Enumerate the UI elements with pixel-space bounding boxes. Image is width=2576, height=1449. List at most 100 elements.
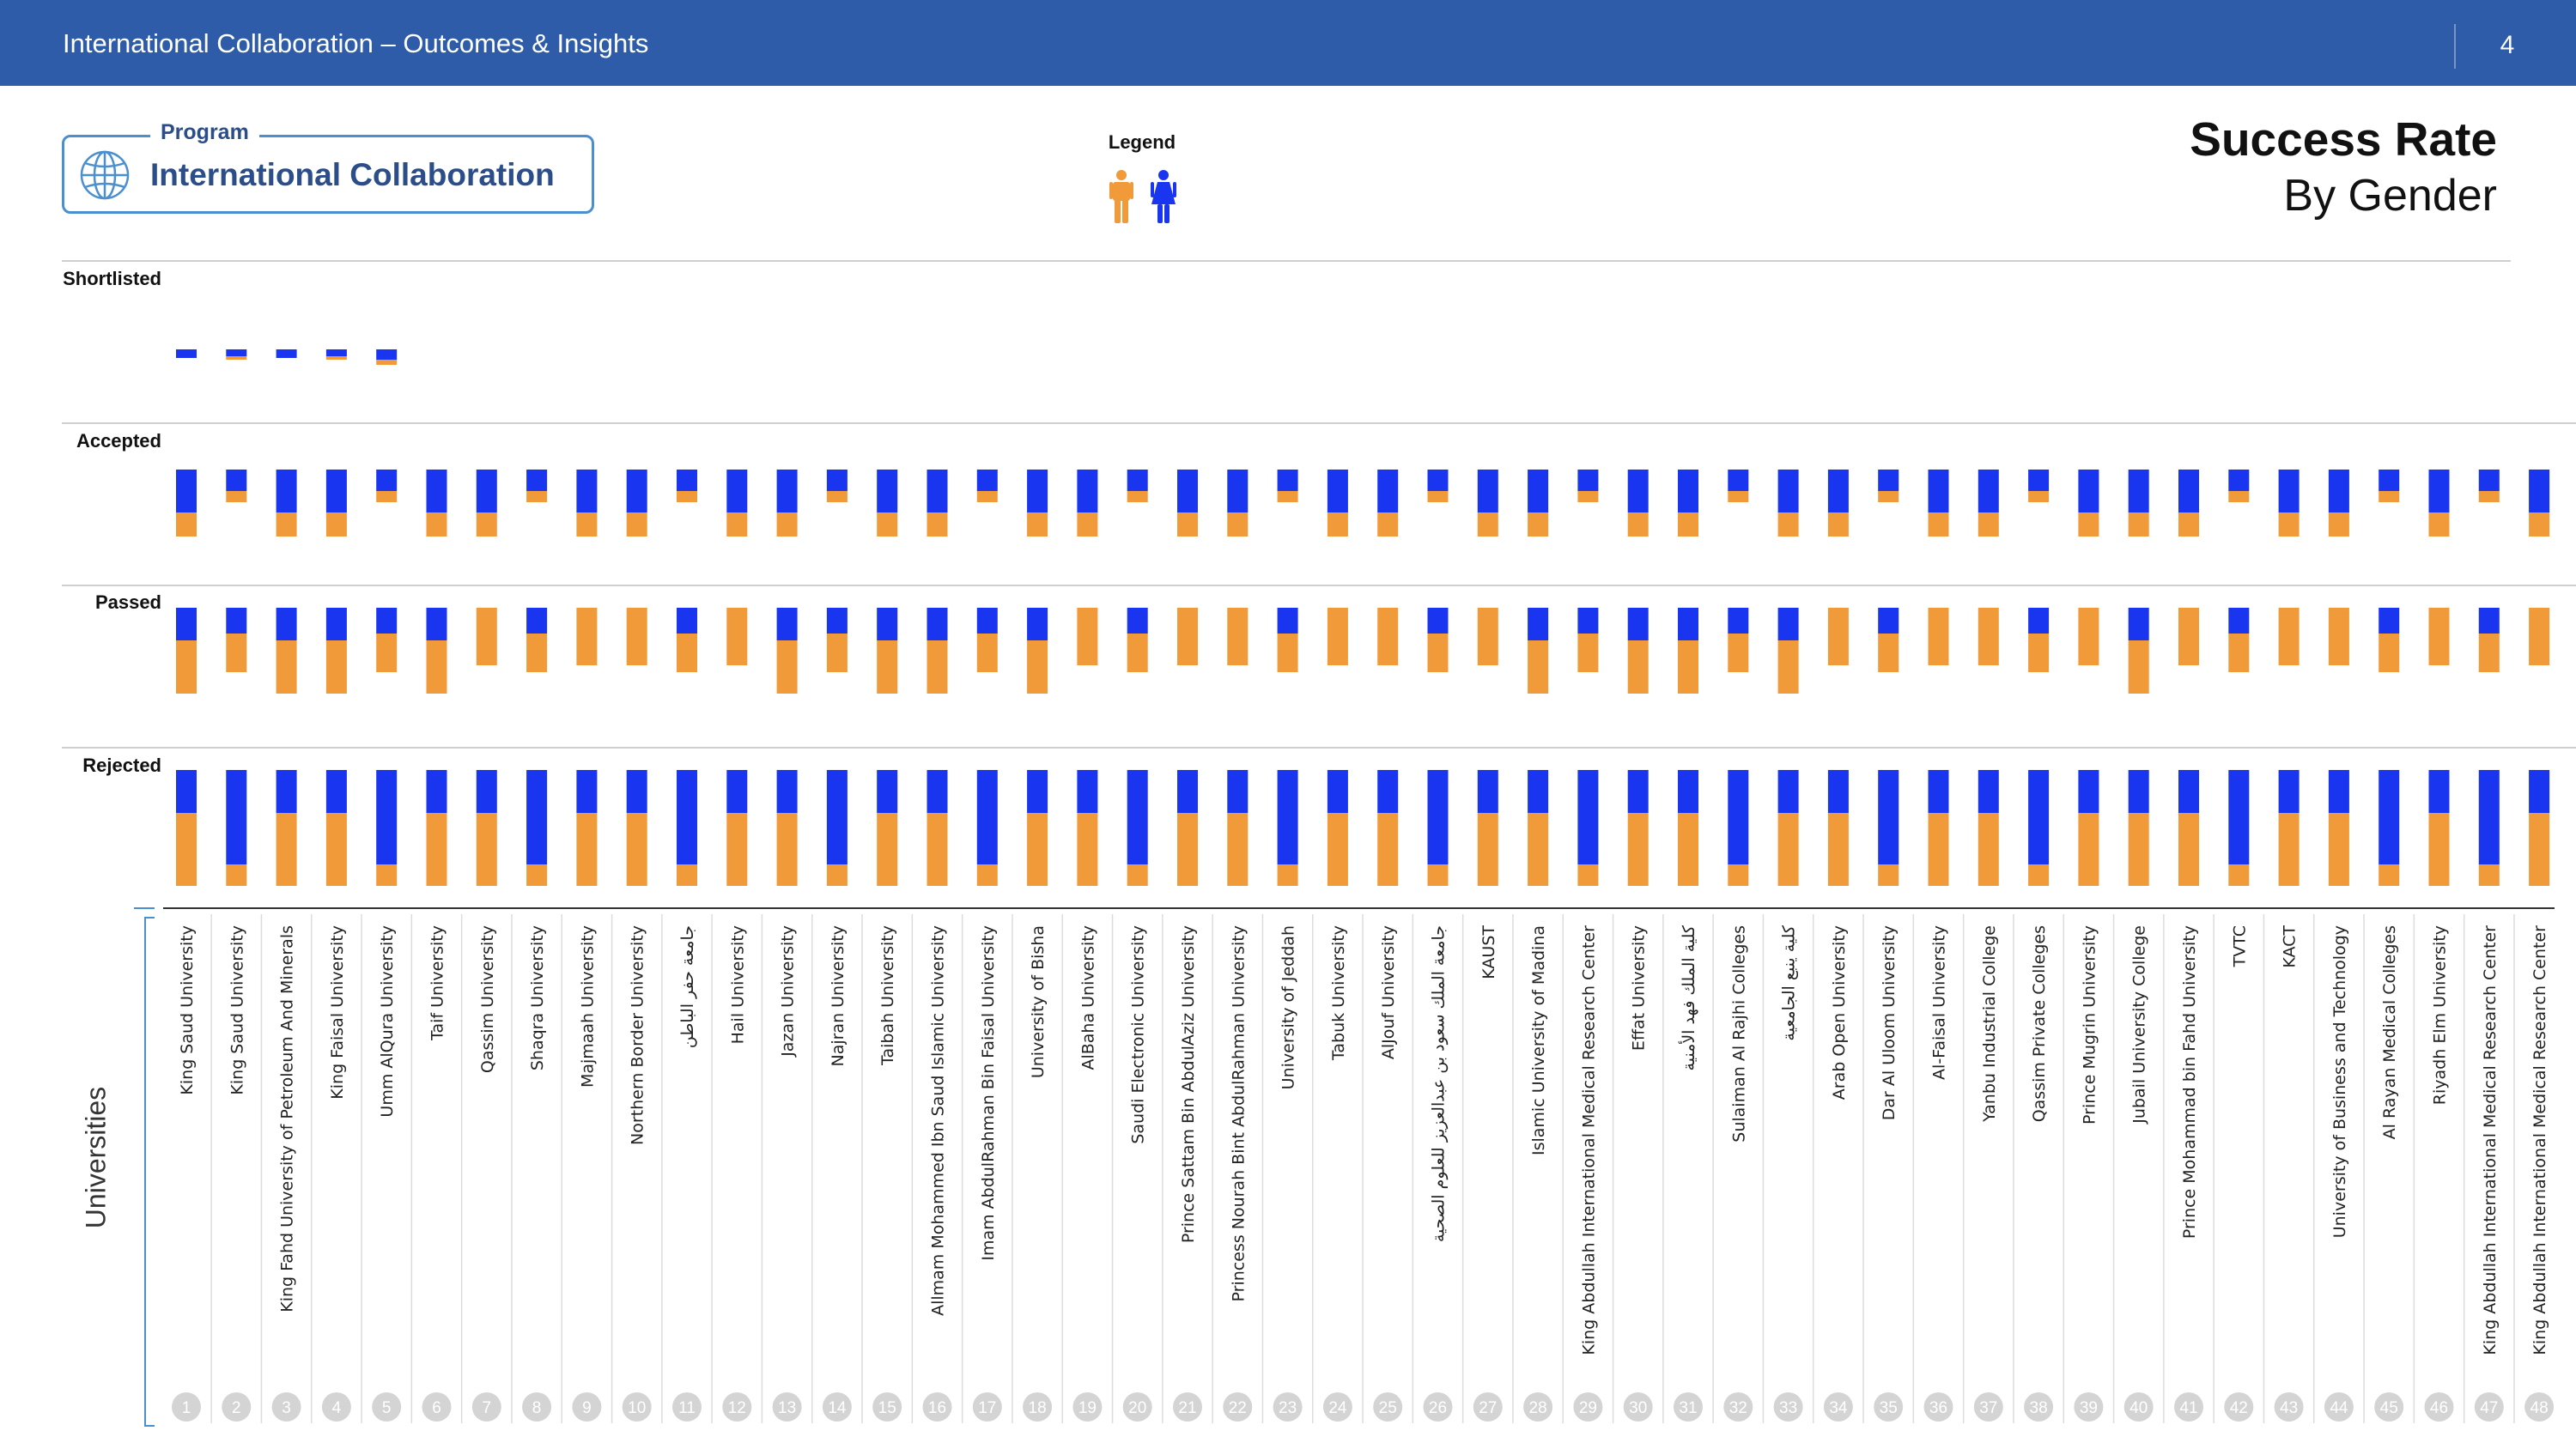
- accepted-male-bar: [2529, 512, 2550, 537]
- accepted-female-bar: [1427, 470, 1449, 491]
- passed-male-bar: [1377, 608, 1399, 665]
- index-badge: [2374, 1392, 2404, 1422]
- index-badge: [622, 1392, 652, 1422]
- index-badge: [722, 1392, 752, 1422]
- accepted-female-bar: [2278, 470, 2300, 512]
- passed-female-bar: [826, 608, 848, 634]
- passed-male-bar: [2529, 608, 2550, 665]
- passed-male-bar: [1577, 634, 1599, 672]
- rejected-female-bar: [1127, 770, 1148, 864]
- rejected-male-bar: [226, 864, 247, 886]
- rejected-male-bar: [276, 813, 297, 886]
- passed-male-bar: [826, 634, 848, 672]
- accepted-female-bar: [976, 470, 998, 491]
- category-label: Northern Border University: [629, 925, 647, 1145]
- passed-female-bar: [2028, 608, 2050, 634]
- accepted-female-bar: [276, 470, 297, 512]
- accepted-female-bar: [176, 470, 197, 512]
- accepted-male-bar: [1678, 512, 1698, 537]
- accepted-female-bar: [1728, 470, 1749, 491]
- passed-male-bar: [2078, 608, 2099, 665]
- accepted-female-bar: [526, 470, 548, 491]
- category-label: KACT: [2281, 925, 2300, 968]
- rejected-female-bar: [677, 770, 697, 864]
- rejected-male-bar: [1627, 813, 1649, 886]
- accepted-male-bar: [877, 512, 898, 537]
- accepted-female-bar: [1878, 470, 1899, 491]
- rejected-female-bar: [927, 770, 948, 813]
- accepted-female-bar: [1827, 470, 1849, 512]
- shortlisted-female-bar: [176, 349, 197, 358]
- accepted-male-bar: [526, 491, 548, 502]
- passed-male-bar: [2178, 608, 2199, 665]
- index-number: 42: [2230, 1399, 2248, 1417]
- category-label: AlJouf University: [1379, 925, 1398, 1059]
- accepted-male-bar: [976, 491, 998, 502]
- index-number: 10: [628, 1399, 646, 1417]
- index-badge: [2324, 1392, 2354, 1422]
- accepted-female-bar: [1027, 470, 1048, 512]
- index-badge: [2424, 1392, 2454, 1422]
- rejected-female-bar: [2178, 770, 2199, 813]
- index-badge: [522, 1392, 552, 1422]
- category-label: Umm AlQura University: [378, 925, 397, 1118]
- rejected-female-bar: [226, 770, 247, 864]
- index-number: 41: [2179, 1399, 2197, 1417]
- passed-male-bar: [1878, 634, 1899, 672]
- passed-male-bar: [576, 608, 598, 665]
- passed-male-bar: [726, 608, 748, 665]
- passed-male-bar: [1327, 608, 1348, 665]
- index-number: 32: [1729, 1399, 1747, 1417]
- index-badge: [572, 1392, 602, 1422]
- accepted-female-bar: [1777, 470, 1799, 512]
- rejected-male-bar: [1127, 864, 1148, 886]
- category-label: Qassim Private Colleges: [2030, 925, 2049, 1122]
- accepted-male-bar: [1027, 512, 1048, 537]
- accepted-male-bar: [1227, 512, 1249, 537]
- index-number: 33: [1779, 1399, 1797, 1417]
- rejected-female-bar: [2529, 770, 2550, 813]
- header-title: International Collaboration – Outcomes &…: [63, 28, 649, 58]
- accepted-male-bar: [1477, 512, 1498, 537]
- category-label: King Abdullah International Medical Rese…: [1579, 925, 1598, 1355]
- index-badge: [2274, 1392, 2304, 1422]
- rejected-male-bar: [176, 813, 197, 886]
- accepted-male-bar: [776, 512, 798, 537]
- accepted-female-bar: [376, 470, 398, 491]
- rejected-male-bar: [1427, 864, 1449, 886]
- passed-male-bar: [1728, 634, 1749, 672]
- rejected-male-bar: [1678, 813, 1698, 886]
- index-badge: [1273, 1392, 1303, 1422]
- rejected-female-bar: [2028, 770, 2050, 864]
- accepted-male-bar: [2178, 512, 2199, 537]
- index-number: 44: [2330, 1399, 2348, 1417]
- rejected-male-bar: [1777, 813, 1799, 886]
- accepted-female-bar: [776, 470, 798, 512]
- passed-female-bar: [1127, 608, 1148, 634]
- passed-female-bar: [2478, 608, 2500, 634]
- category-label: University of Jeddah: [1279, 925, 1298, 1089]
- accepted-male-bar: [1728, 491, 1749, 502]
- index-number: 38: [2030, 1399, 2048, 1417]
- index-number: 25: [1379, 1399, 1397, 1417]
- index-number: 23: [1279, 1399, 1297, 1417]
- rejected-male-bar: [2178, 813, 2199, 886]
- index-number: 34: [1829, 1399, 1848, 1417]
- rejected-female-bar: [1077, 770, 1098, 813]
- passed-male-bar: [2128, 640, 2149, 694]
- rejected-male-bar: [2529, 813, 2550, 886]
- rejected-male-bar: [2428, 813, 2450, 886]
- passed-male-bar: [976, 634, 998, 672]
- index-badge: [872, 1392, 902, 1422]
- passed-female-bar: [426, 608, 447, 640]
- accepted-male-bar: [1528, 512, 1549, 537]
- page-title-sub: By Gender: [2283, 170, 2497, 221]
- index-number: 5: [382, 1399, 392, 1417]
- rejected-female-bar: [476, 770, 497, 813]
- accepted-female-bar: [1277, 470, 1298, 491]
- category-label: Al Rayan Medical Colleges: [2380, 925, 2399, 1139]
- index-number: 47: [2480, 1399, 2498, 1417]
- rejected-male-bar: [1327, 813, 1348, 886]
- category-label: Effat University: [1630, 925, 1649, 1051]
